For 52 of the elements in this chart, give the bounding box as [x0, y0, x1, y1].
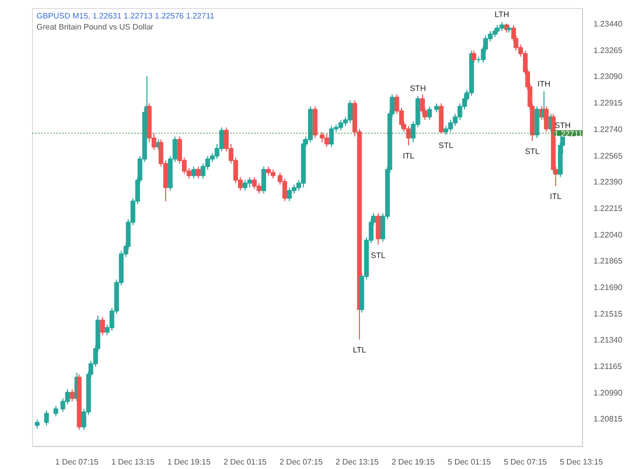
y-tick-label: 1.22565 — [594, 151, 623, 160]
y-tick-label: 1.23440 — [594, 20, 623, 29]
x-tick-label: 1 Dec 19:15 — [167, 458, 212, 466]
candlestick — [44, 410, 49, 426]
ref-line-label: 1.22711 — [554, 129, 584, 138]
x-tick-label: 5 Dec 13:15 — [560, 458, 604, 466]
y-tick-label: 1.23265 — [594, 46, 623, 55]
x-tick-label: 1 Dec 13:15 — [111, 458, 156, 466]
annotation: LTL — [352, 346, 367, 355]
y-tick-label: 1.20990 — [594, 388, 623, 398]
y-tick-label: 1.21690 — [594, 282, 623, 292]
candlestick — [544, 106, 549, 132]
annotation: ITL — [550, 192, 562, 202]
annotation: STH — [410, 84, 426, 93]
x-tick-label: 5 Dec 07:15 — [504, 458, 548, 466]
y-tick-label: 1.22390 — [594, 178, 623, 187]
annotation: ITH — [538, 79, 551, 88]
x-tick-label: 2 Dec 07:15 — [280, 458, 324, 466]
candlestick — [100, 316, 105, 336]
candlestick — [427, 106, 432, 120]
candlestick — [70, 388, 75, 402]
candlestick — [376, 212, 381, 246]
annotation: ITL — [402, 151, 415, 160]
x-tick-label: 1 Dec 07:15 — [55, 458, 99, 466]
candlestick — [53, 405, 58, 417]
y-tick-label: 1.22915 — [594, 98, 623, 108]
annotation: STL — [524, 146, 540, 156]
x-tick-label: 5 Dec 01:15 — [448, 458, 492, 466]
candlestick — [494, 24, 500, 35]
chart-title: GBPUSD M15, 1.22631 1.22713 1.22576 1.22711 — [36, 12, 215, 20]
annotation: STL — [370, 250, 386, 260]
candlestick — [434, 102, 439, 113]
annotation: LTH — [494, 10, 510, 20]
y-tick-label: 1.22740 — [594, 124, 623, 134]
y-tick-label: 1.21515 — [594, 309, 623, 318]
y-tick-label: 1.20815 — [594, 414, 623, 424]
text: Great Britain Pound vs US Dollar — [36, 22, 154, 32]
annotation: STL — [438, 140, 454, 150]
x-tick-label: 2 Dec 01:15 — [223, 458, 268, 466]
y-tick-label: 1.22040 — [594, 230, 623, 240]
y-tick-label: 1.21865 — [594, 256, 623, 266]
y-tick-label: 1.21165 — [594, 362, 622, 371]
y-tick-label: 1.23090 — [594, 72, 623, 82]
candlestick — [472, 50, 476, 64]
candlestick — [196, 166, 201, 180]
x-tick-label: 2 Dec 13:15 — [336, 458, 380, 466]
y-tick-label: 1.22215 — [594, 204, 623, 213]
x-tick-label: 2 Dec 19:15 — [392, 458, 436, 466]
candlestick — [34, 418, 40, 429]
candlestick — [191, 166, 196, 180]
candlestick — [261, 166, 266, 194]
y-tick-label: 1.21340 — [594, 336, 623, 345]
